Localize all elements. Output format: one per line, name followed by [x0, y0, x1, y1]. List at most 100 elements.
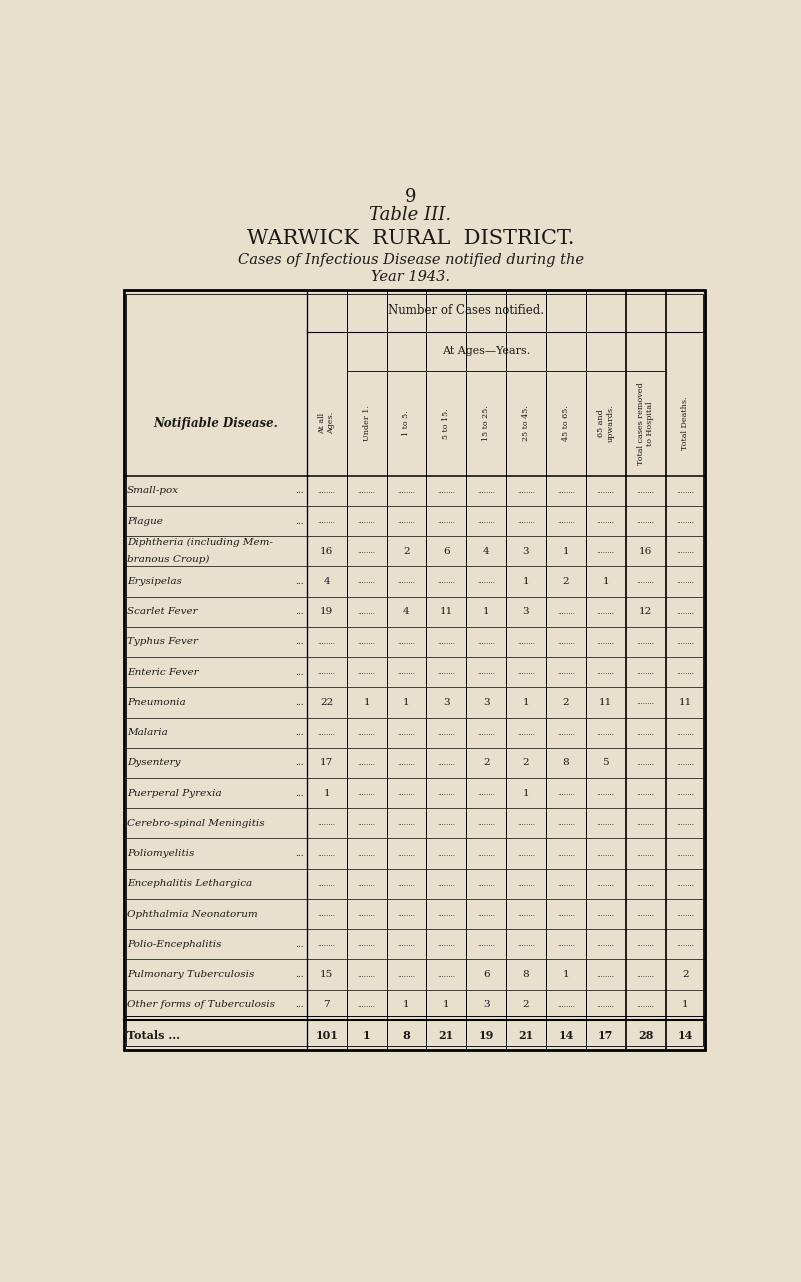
- Text: Diphtheria (including Mem-: Diphtheria (including Mem-: [127, 538, 273, 547]
- Text: ........: ........: [597, 517, 614, 526]
- Text: ...: ...: [295, 668, 304, 677]
- Text: ........: ........: [397, 970, 416, 978]
- Text: ........: ........: [357, 487, 376, 495]
- Text: ........: ........: [597, 668, 614, 676]
- Text: ........: ........: [477, 940, 495, 949]
- Text: ........: ........: [637, 850, 654, 858]
- Text: 14: 14: [558, 1029, 574, 1041]
- Text: Polio-Encephalitis: Polio-Encephalitis: [127, 940, 221, 949]
- Text: ........: ........: [557, 487, 575, 495]
- Text: ........: ........: [677, 850, 694, 858]
- Text: ........: ........: [637, 668, 654, 676]
- Text: ........: ........: [397, 819, 416, 827]
- Text: ........: ........: [357, 759, 376, 767]
- Text: ...: ...: [295, 608, 304, 617]
- Text: ........: ........: [517, 728, 535, 737]
- Text: branous Croup): branous Croup): [127, 555, 209, 564]
- Text: 101: 101: [316, 1029, 338, 1041]
- Text: 2: 2: [682, 970, 689, 979]
- Text: Cerebro-spinal Meningitis: Cerebro-spinal Meningitis: [127, 819, 264, 828]
- Text: ........: ........: [677, 668, 694, 676]
- Text: ........: ........: [557, 668, 575, 676]
- Text: ........: ........: [677, 547, 694, 555]
- Text: ........: ........: [677, 819, 694, 827]
- Text: ........: ........: [437, 970, 455, 978]
- Text: ........: ........: [437, 517, 455, 526]
- Text: ........: ........: [517, 910, 535, 918]
- Text: ........: ........: [597, 879, 614, 888]
- Text: 15 to 25.: 15 to 25.: [482, 405, 490, 441]
- Text: ...: ...: [295, 486, 304, 495]
- Text: ........: ........: [517, 517, 535, 526]
- Text: ........: ........: [517, 819, 535, 827]
- Text: 2: 2: [562, 697, 570, 706]
- Text: ........: ........: [437, 638, 455, 646]
- Text: ........: ........: [397, 577, 416, 586]
- Text: 11: 11: [599, 697, 613, 706]
- Text: ........: ........: [677, 577, 694, 586]
- Text: 8: 8: [562, 759, 570, 768]
- Text: ........: ........: [597, 728, 614, 737]
- Text: ........: ........: [397, 487, 416, 495]
- Text: ........: ........: [437, 879, 455, 888]
- Text: ........: ........: [557, 608, 575, 615]
- Text: ........: ........: [477, 850, 495, 858]
- Text: ........: ........: [637, 1001, 654, 1009]
- Text: 1: 1: [403, 1000, 410, 1009]
- Text: ...: ...: [295, 940, 304, 949]
- Text: Notifiable Disease.: Notifiable Disease.: [153, 417, 278, 429]
- Text: 1: 1: [602, 577, 609, 586]
- Text: 1 to 5.: 1 to 5.: [402, 410, 410, 436]
- Text: ........: ........: [437, 728, 455, 737]
- Text: ........: ........: [557, 728, 575, 737]
- Text: 2: 2: [483, 759, 489, 768]
- Text: ........: ........: [677, 879, 694, 888]
- Text: ........: ........: [597, 850, 614, 858]
- Text: At Ages—Years.: At Ages—Years.: [442, 346, 530, 356]
- Text: ........: ........: [557, 790, 575, 797]
- Text: ........: ........: [557, 1001, 575, 1009]
- Text: ........: ........: [597, 790, 614, 797]
- Text: 28: 28: [638, 1029, 654, 1041]
- Text: ........: ........: [437, 668, 455, 676]
- Text: ........: ........: [477, 638, 495, 646]
- Text: Table III.: Table III.: [369, 206, 452, 224]
- Text: ........: ........: [557, 850, 575, 858]
- Text: ........: ........: [357, 608, 376, 615]
- Text: ........: ........: [637, 790, 654, 797]
- Text: ........: ........: [437, 910, 455, 918]
- Text: ........: ........: [677, 910, 694, 918]
- Text: Year 1943.: Year 1943.: [371, 271, 450, 285]
- Text: 15: 15: [320, 970, 333, 979]
- Text: 1: 1: [443, 1000, 449, 1009]
- Text: ........: ........: [318, 910, 336, 918]
- Text: Plague: Plague: [127, 517, 163, 526]
- Text: ........: ........: [677, 790, 694, 797]
- Text: ........: ........: [357, 517, 376, 526]
- Text: ........: ........: [397, 517, 416, 526]
- Text: Dysentery: Dysentery: [127, 759, 180, 768]
- Text: ........: ........: [357, 970, 376, 978]
- Text: 2: 2: [403, 546, 410, 555]
- Text: Typhus Fever: Typhus Fever: [127, 637, 198, 646]
- Text: ........: ........: [318, 728, 336, 737]
- Text: 9: 9: [405, 188, 417, 206]
- Text: 5: 5: [602, 759, 609, 768]
- Text: 2: 2: [523, 1000, 529, 1009]
- Text: Pneumonia: Pneumonia: [127, 697, 186, 706]
- Text: 17: 17: [598, 1029, 614, 1041]
- Text: 45 to 65.: 45 to 65.: [562, 405, 570, 441]
- Text: 1: 1: [682, 1000, 689, 1009]
- Text: Pulmonary Tuberculosis: Pulmonary Tuberculosis: [127, 970, 254, 979]
- Text: Scarlet Fever: Scarlet Fever: [127, 608, 197, 617]
- Text: ........: ........: [318, 819, 336, 827]
- Text: Under 1.: Under 1.: [363, 405, 371, 441]
- Text: Malaria: Malaria: [127, 728, 167, 737]
- Text: ........: ........: [397, 940, 416, 949]
- Text: ........: ........: [397, 790, 416, 797]
- Text: ...: ...: [295, 637, 304, 646]
- Text: 1: 1: [562, 546, 570, 555]
- Text: ........: ........: [357, 638, 376, 646]
- Text: Poliomyelitis: Poliomyelitis: [127, 849, 194, 858]
- Text: ........: ........: [357, 850, 376, 858]
